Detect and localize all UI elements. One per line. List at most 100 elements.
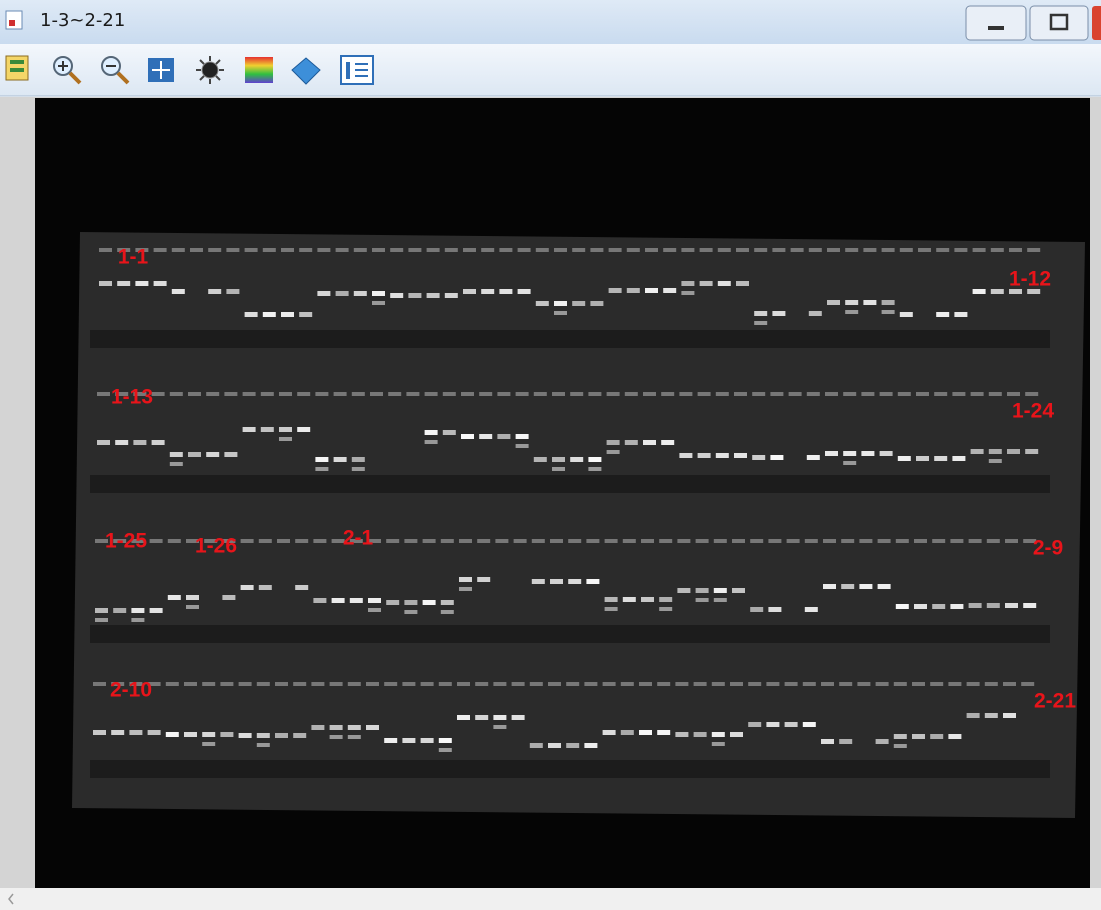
- well: [329, 682, 343, 686]
- band: [554, 311, 567, 315]
- band: [481, 289, 495, 294]
- well: [643, 392, 656, 396]
- band: [208, 289, 222, 294]
- well: [511, 682, 525, 686]
- band: [222, 595, 236, 600]
- maximize-button[interactable]: [1029, 5, 1089, 41]
- well: [479, 392, 493, 396]
- band: [622, 597, 636, 602]
- well: [845, 248, 859, 252]
- fit-button[interactable]: [148, 58, 174, 82]
- well: [770, 392, 784, 396]
- well: [711, 682, 725, 686]
- band: [347, 735, 361, 739]
- band: [984, 713, 998, 718]
- band: [459, 577, 472, 582]
- well: [732, 539, 745, 543]
- well: [1003, 682, 1016, 686]
- band: [531, 579, 545, 584]
- band: [988, 459, 1002, 463]
- scroll-left-arrow[interactable]: [8, 893, 14, 905]
- well: [863, 248, 877, 252]
- band: [117, 281, 131, 286]
- well: [208, 248, 222, 252]
- well: [475, 682, 489, 686]
- brightness-button[interactable]: [196, 56, 224, 84]
- band: [845, 310, 859, 314]
- well: [932, 539, 946, 543]
- well: [299, 248, 313, 252]
- lane-label: 1-13: [111, 386, 153, 409]
- well: [331, 539, 345, 543]
- band: [586, 579, 600, 584]
- well: [184, 682, 197, 686]
- band: [95, 618, 108, 622]
- zoom-in-button[interactable]: [53, 56, 82, 85]
- well: [499, 248, 513, 252]
- band: [843, 461, 857, 465]
- well: [930, 682, 944, 686]
- band: [256, 733, 270, 738]
- band: [584, 743, 598, 748]
- well: [386, 539, 400, 543]
- well: [645, 248, 658, 252]
- band: [952, 456, 966, 461]
- band: [457, 715, 470, 720]
- well: [572, 248, 586, 252]
- band: [675, 732, 689, 737]
- band: [511, 715, 525, 720]
- band: [572, 301, 586, 306]
- band: [402, 738, 416, 743]
- lane-label: 2-9: [1033, 537, 1063, 560]
- well: [95, 539, 108, 543]
- well: [461, 392, 474, 396]
- band: [165, 732, 179, 737]
- minimize-button[interactable]: [965, 5, 1027, 41]
- band: [135, 281, 149, 286]
- band: [242, 427, 256, 432]
- well: [699, 248, 713, 252]
- well: [948, 682, 962, 686]
- well: [550, 539, 563, 543]
- band: [493, 715, 507, 720]
- horizontal-scrollbar[interactable]: [0, 888, 1101, 910]
- band: [754, 321, 768, 325]
- well: [950, 539, 964, 543]
- well: [768, 539, 782, 543]
- band: [802, 722, 816, 727]
- band: [129, 730, 143, 735]
- zoom-out-button[interactable]: [101, 56, 130, 85]
- band: [202, 732, 216, 737]
- well: [517, 248, 531, 252]
- well: [552, 392, 565, 396]
- well: [663, 248, 677, 252]
- well: [602, 682, 616, 686]
- well: [242, 392, 256, 396]
- band: [99, 281, 112, 286]
- band: [244, 312, 258, 317]
- open-button[interactable]: [5, 55, 29, 81]
- band: [442, 430, 456, 435]
- well: [984, 682, 998, 686]
- well: [370, 392, 383, 396]
- well: [390, 248, 404, 252]
- well: [715, 392, 729, 396]
- band: [206, 452, 220, 457]
- band: [97, 440, 110, 445]
- band: [131, 618, 145, 622]
- band: [1005, 603, 1018, 608]
- well: [1009, 248, 1022, 252]
- band: [459, 587, 472, 591]
- tool-button[interactable]: [291, 57, 321, 85]
- well: [827, 248, 840, 252]
- smear: [90, 760, 1050, 778]
- band: [366, 725, 379, 730]
- band: [258, 585, 272, 590]
- palette-button[interactable]: [245, 57, 273, 83]
- info-button[interactable]: [340, 55, 374, 85]
- band: [515, 434, 529, 439]
- band: [825, 451, 838, 456]
- close-button[interactable]: [1092, 6, 1101, 40]
- band: [1009, 289, 1022, 294]
- band: [424, 430, 438, 435]
